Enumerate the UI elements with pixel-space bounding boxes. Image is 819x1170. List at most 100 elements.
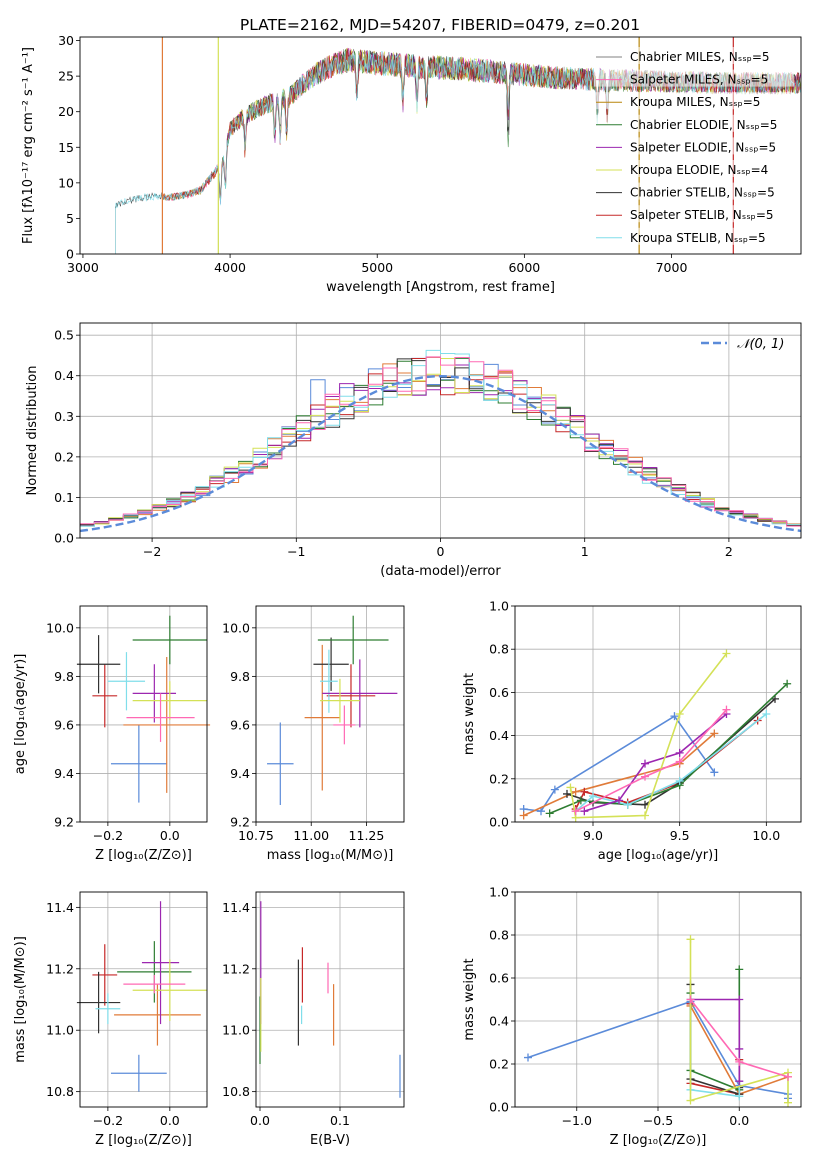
- axes-frame: [79, 891, 208, 1108]
- x-tick-label: 9.0: [583, 828, 603, 843]
- legend-background: [594, 205, 794, 223]
- y-tick-label: 10.8: [222, 1084, 250, 1099]
- y-tick-label: 0.0: [54, 531, 74, 546]
- y-axis-label: mass weight: [462, 673, 477, 755]
- x-tick-label: 4000: [214, 260, 246, 275]
- x-tick-label: 0.0: [729, 1113, 749, 1128]
- residual-histogram-panel: 𝒩(0, 1) −2 −1 0 1 2 0.0 0.1 0.2 0.3 0.4 0.5 (data-mo…: [25, 322, 802, 579]
- legend-entry: Salpeter MILES, Nₛₛₚ=5: [630, 73, 768, 87]
- x-tick-label: 11.25: [349, 828, 385, 843]
- x-axis-label: mass [log₁₀(M/M⊙)]: [267, 848, 394, 863]
- legend-entry: Kroupa ELODIE, Nₛₛₚ=4: [630, 163, 768, 177]
- x-tick-label: −0.5: [643, 1113, 673, 1128]
- legend-background: [594, 47, 794, 64]
- y-tick-label: 11.2: [222, 961, 250, 976]
- y-axis-label: age [log₁₀(age/yr)]: [13, 654, 28, 775]
- mass-weight-point: [735, 965, 744, 974]
- mass-weight-point: [615, 796, 623, 805]
- mass-weight-point: [571, 807, 580, 816]
- x-tick-label: 10.0: [752, 828, 780, 843]
- mass-weight-point: [641, 811, 649, 820]
- mass-weight-point: [566, 783, 575, 792]
- mass-weight-point: [675, 757, 684, 766]
- y-tick-label: 9.8: [230, 669, 250, 684]
- y-tick-label: 0.3: [54, 409, 74, 424]
- y-tick-label: 1.0: [489, 599, 509, 614]
- y-tick-label: 11.4: [46, 900, 74, 915]
- y-tick-label: 0.6: [489, 971, 509, 986]
- x-axis-label: Z [log₁₀(Z/Z⊙)]: [95, 848, 192, 863]
- y-tick-label: 10.0: [46, 620, 74, 635]
- mass-weight-point: [735, 1092, 744, 1101]
- y-axis-label: mass weight: [462, 958, 477, 1040]
- y-tick-label: 0.5: [54, 328, 74, 343]
- y-tick-label: 0.2: [54, 449, 74, 464]
- mass-weight-point: [519, 811, 528, 820]
- y-tick-label: 30: [58, 33, 74, 48]
- axes-frame: [514, 605, 802, 823]
- y-tick-label: 0.2: [489, 771, 509, 786]
- mass-weight-point: [623, 800, 632, 809]
- mass-weight-point: [735, 1057, 744, 1066]
- mass-weight-point: [722, 649, 731, 658]
- x-tick-label: 2: [725, 544, 733, 559]
- x-tick-label: −0.2: [93, 828, 123, 843]
- axes-frame: [79, 605, 208, 823]
- x-tick-label: 0.0: [160, 828, 180, 843]
- mass-weight-vs-age-panel: 9.0 9.5 10.0 0.0 0.2 0.4 0.6 0.8 1.0 age [log₁₀(a…: [462, 599, 802, 863]
- mass-weight-point: [675, 748, 684, 757]
- histogram-step: [80, 356, 801, 527]
- y-tick-label: 1.0: [489, 885, 509, 900]
- y-tick-label: 10.8: [46, 1084, 74, 1099]
- mass-weight-point: [670, 712, 679, 721]
- x-tick-label: 7000: [656, 260, 688, 275]
- mass-weight-point: [641, 800, 649, 809]
- mass-weight-line: [690, 998, 741, 1082]
- x-tick-label: 6000: [508, 260, 540, 275]
- y-tick-label: 9.6: [54, 717, 74, 732]
- y-tick-label: 9.2: [230, 815, 250, 830]
- y-axis-label: mass [log₁₀(M/M⊙)]: [13, 936, 28, 1063]
- x-tick-label: −1.0: [562, 1113, 592, 1128]
- mass-weight-point: [524, 1053, 532, 1062]
- y-tick-label: 9.6: [230, 717, 250, 732]
- x-tick-label: −2: [143, 544, 161, 559]
- histogram-step: [80, 364, 801, 527]
- mass-weight-point: [675, 776, 684, 785]
- x-tick-label: 0.0: [160, 1113, 180, 1128]
- mass-weight-point: [641, 772, 649, 781]
- x-tick-label: 0.1: [330, 1113, 350, 1128]
- mass-weight-point: [735, 1077, 744, 1086]
- y-tick-label: 9.8: [54, 669, 74, 684]
- y-tick-label: 11.2: [46, 961, 74, 976]
- mass-vs-metallicity-panel: −0.2 0.0 10.8 11.0 11.2 11.4 Z [log₁₀(Z/Z⊙)] ma…: [13, 891, 208, 1148]
- y-tick-label: 10: [58, 175, 74, 190]
- mass-weight-point: [783, 679, 792, 688]
- mass-weight-point: [686, 935, 695, 944]
- y-tick-label: 11.0: [46, 1023, 74, 1038]
- y-tick-label: 0.8: [489, 642, 509, 657]
- mass-weight-point: [589, 792, 597, 801]
- mass-weight-point: [735, 1044, 744, 1053]
- mass-weight-point: [675, 710, 684, 718]
- legend-background: [594, 227, 794, 245]
- y-tick-label: 0.0: [489, 1100, 509, 1115]
- x-axis-label: Z [log₁₀(Z/Z⊙)]: [610, 1133, 707, 1148]
- mass-weight-point: [762, 710, 771, 718]
- x-axis-label: E(B-V): [310, 1133, 350, 1148]
- axes-frame: [255, 891, 405, 1108]
- x-axis-label: age [log₁₀(age/yr)]: [598, 848, 719, 863]
- mass-weight-point: [710, 768, 719, 777]
- x-tick-label: −0.2: [93, 1113, 123, 1128]
- y-tick-label: 0.4: [54, 368, 74, 383]
- mass-weight-point: [537, 807, 545, 816]
- mass-weight-line: [575, 709, 728, 812]
- y-tick-label: 9.4: [230, 766, 250, 781]
- y-tick-label: 5: [66, 211, 74, 226]
- y-tick-label: 0.2: [489, 1057, 509, 1072]
- mass-weight-point: [710, 729, 719, 738]
- y-axis-label: Flux [fλ10⁻¹⁷ erg cm⁻² s⁻¹ A⁻¹]: [21, 47, 36, 244]
- legend-background: [594, 69, 794, 87]
- histogram-step: [80, 358, 801, 526]
- legend-entry: 𝒩(0, 1): [737, 337, 784, 352]
